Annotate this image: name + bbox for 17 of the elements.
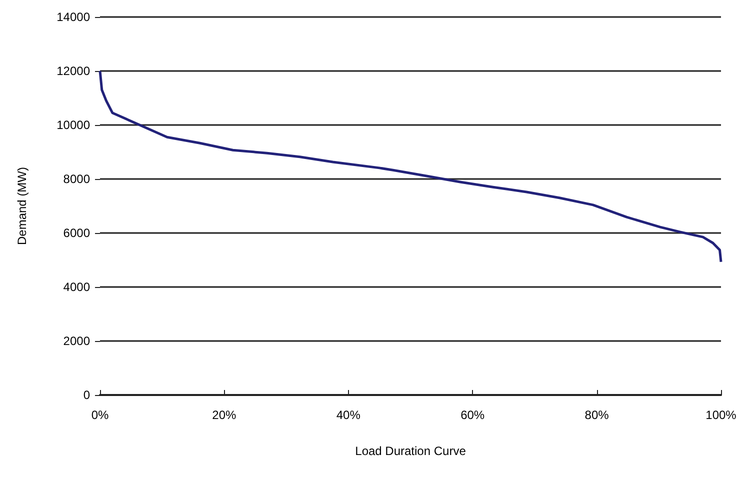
y-tick-label: 2000 [63, 334, 90, 348]
y-axis-title: Demand (MW) [15, 166, 29, 246]
y-tick-label: 14000 [56, 10, 90, 24]
y-tick-label: 0 [83, 388, 90, 402]
x-axis-title: Load Duration Curve [355, 444, 466, 458]
y-tick-label: 12000 [56, 64, 90, 78]
y-tick-label: 8000 [63, 172, 90, 186]
x-tick-label: 100% [706, 408, 737, 422]
x-tick-label: 20% [212, 408, 237, 422]
y-tick-label: 10000 [56, 118, 90, 132]
y-tick-label: 4000 [63, 280, 90, 294]
x-tick-label: 40% [336, 408, 361, 422]
x-tick-label: 60% [460, 408, 485, 422]
y-tick-label: 6000 [63, 226, 90, 240]
line-series [98, 70, 722, 264]
x-tick-label: 0% [91, 408, 109, 422]
x-tick-label: 80% [584, 408, 610, 422]
